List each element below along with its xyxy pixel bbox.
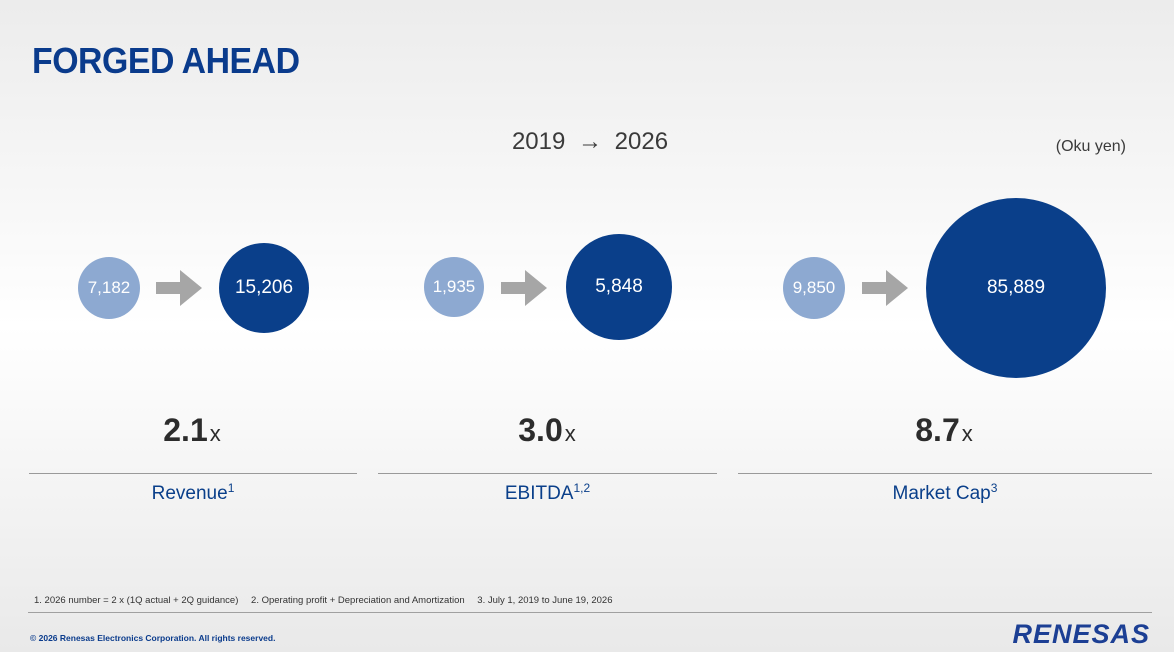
footnotes: 1. 2026 number = 2 x (1Q actual + 2Q gui… bbox=[34, 595, 623, 606]
ebitda-2019-value: 1,935 bbox=[432, 277, 476, 296]
revenue-2026-circle: 15,206 bbox=[219, 243, 309, 333]
ebitda-multiple-value: 3.0 bbox=[518, 412, 563, 448]
unit-label: (Oku yen) bbox=[1055, 138, 1126, 155]
revenue-arrow-icon bbox=[156, 270, 202, 306]
market-cap-label: Market Cap3 bbox=[738, 481, 1152, 505]
footnote-1: 1. 2026 number = 2 x (1Q actual + 2Q gui… bbox=[34, 595, 239, 606]
ebitda-label: EBITDA1,2 bbox=[378, 481, 717, 505]
revenue-label-text: Revenue bbox=[151, 483, 228, 504]
revenue-multiple: 2.1x bbox=[92, 412, 292, 449]
ebitda-footnote-ref: 1,2 bbox=[573, 481, 591, 495]
ebitda-multiple: 3.0x bbox=[447, 412, 647, 449]
ebitda-arrow-icon bbox=[501, 270, 547, 306]
market-cap-multiple-suffix: x bbox=[961, 421, 973, 446]
footer-divider bbox=[28, 612, 1152, 613]
ebitda-2019-circle: 1,935 bbox=[424, 257, 484, 317]
revenue-label: Revenue1 bbox=[29, 481, 357, 505]
market-cap-2026-value: 85,889 bbox=[986, 277, 1046, 298]
revenue-2019-value: 7,182 bbox=[87, 278, 131, 297]
market-cap-2019-circle: 9,850 bbox=[783, 257, 845, 319]
ebitda-2026-value: 5,848 bbox=[595, 276, 643, 297]
revenue-multiple-suffix: x bbox=[209, 421, 221, 446]
period-arrow-icon: → bbox=[578, 128, 602, 155]
revenue-2026-value: 15,206 bbox=[234, 277, 294, 298]
revenue-footnote-ref: 1 bbox=[227, 481, 235, 495]
market-cap-footnote-ref: 3 bbox=[990, 481, 998, 495]
revenue-multiple-value: 2.1 bbox=[163, 412, 208, 448]
period-start: 2019 bbox=[511, 128, 566, 155]
revenue-2019-circle: 7,182 bbox=[78, 257, 140, 319]
period-label: 2019 → 2026 bbox=[0, 128, 1174, 156]
renesas-logo: RENESAS bbox=[1012, 619, 1150, 649]
slide-title: FORGED AHEAD bbox=[32, 40, 300, 81]
period-end: 2026 bbox=[614, 128, 669, 155]
footnote-2: 2. Operating profit + Depreciation and A… bbox=[251, 595, 465, 606]
copyright-text: © 2026 Renesas Electronics Corporation. … bbox=[30, 633, 276, 643]
market-cap-multiple-value: 8.7 bbox=[915, 412, 960, 448]
market-cap-2026-circle: 85,889 bbox=[926, 198, 1106, 378]
market-cap-arrow-icon bbox=[862, 270, 908, 306]
footnote-3: 3. July 1, 2019 to June 19, 2026 bbox=[477, 595, 613, 606]
market-cap-2019-value: 9,850 bbox=[792, 278, 836, 297]
ebitda-label-text: EBITDA bbox=[504, 483, 574, 504]
ebitda-multiple-suffix: x bbox=[564, 421, 576, 446]
market-cap-multiple: 8.7x bbox=[844, 412, 1044, 449]
ebitda-2026-circle: 5,848 bbox=[566, 234, 672, 340]
market-cap-divider bbox=[738, 473, 1152, 474]
market-cap-label-text: Market Cap bbox=[892, 483, 991, 504]
ebitda-divider bbox=[378, 473, 717, 474]
revenue-divider bbox=[29, 473, 357, 474]
